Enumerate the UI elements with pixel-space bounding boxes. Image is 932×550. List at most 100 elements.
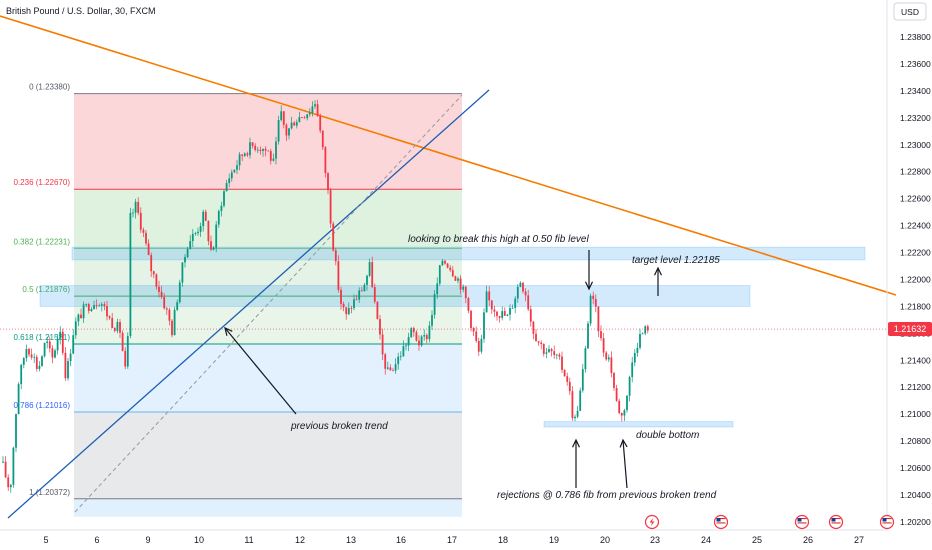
candle	[30, 348, 33, 360]
lightning-icon[interactable]	[644, 514, 660, 530]
fib-band	[74, 498, 462, 517]
fib-retracement[interactable]: 0 (1.23380) 0.236 (1.22670) 0.382 (1.22231…	[14, 83, 463, 517]
x-tick-label: 13	[346, 535, 356, 545]
annotation-break-high: looking to break this high at 0.50 fib l…	[408, 234, 589, 245]
candle	[462, 284, 465, 293]
candle	[12, 446, 15, 488]
candle	[142, 227, 145, 238]
candle	[306, 114, 309, 121]
flag-icon[interactable]	[828, 514, 844, 530]
candle	[522, 281, 524, 294]
candle	[98, 303, 101, 307]
candle	[4, 456, 7, 479]
blue-trend-line[interactable]	[7, 89, 490, 519]
currency-button[interactable]: USD	[893, 2, 927, 21]
candle	[574, 414, 576, 422]
trend-lines[interactable]	[0, 15, 897, 519]
candle	[379, 314, 381, 340]
candle	[9, 484, 12, 493]
candle	[355, 294, 358, 301]
candle	[423, 329, 426, 341]
candle	[33, 353, 36, 363]
zones	[39, 246, 866, 428]
flag-icon[interactable]	[713, 514, 729, 530]
arrow-rejection-left	[571, 438, 581, 488]
candle	[571, 386, 574, 421]
candle	[412, 326, 415, 337]
candle	[366, 274, 368, 291]
candle	[553, 345, 556, 359]
flag-icon[interactable]	[879, 514, 895, 530]
candle	[519, 281, 522, 288]
candle	[225, 179, 228, 192]
last-price-label: 1.21632	[888, 322, 932, 337]
candle	[576, 406, 579, 419]
candle	[548, 345, 550, 353]
candle	[132, 208, 134, 218]
candle	[418, 335, 420, 351]
symbol-title: British Pound / U.S. Dollar, 30, FXCM	[6, 6, 156, 16]
candle	[295, 119, 298, 129]
candle	[93, 300, 95, 310]
candle	[150, 252, 153, 277]
fib-band	[74, 412, 462, 499]
candle	[636, 342, 639, 357]
candle	[15, 413, 17, 453]
candle	[160, 285, 163, 299]
candle	[368, 258, 371, 277]
candle	[126, 332, 129, 369]
candle	[301, 116, 303, 119]
fib-level-label: 0.618 (1.21521)	[14, 333, 71, 342]
candle	[319, 113, 322, 134]
last-price-badge	[888, 322, 932, 337]
y-tick-label: 1.20800	[900, 436, 931, 446]
time-axis[interactable]: 5 6 9 10 11 12 13 16 17 18 19 20 23 24 25 26 27	[0, 529, 887, 545]
candle	[631, 356, 634, 383]
candle	[54, 348, 56, 359]
candle	[95, 299, 98, 310]
candle	[410, 327, 413, 338]
candle	[480, 334, 483, 354]
candle	[176, 299, 179, 312]
candle	[217, 209, 220, 228]
candle	[267, 150, 270, 152]
double-bottom-zone	[543, 421, 734, 428]
candle	[129, 207, 132, 339]
candle	[376, 301, 379, 320]
arrows	[224, 250, 663, 489]
candle	[516, 284, 519, 303]
candle	[290, 116, 293, 130]
candle	[342, 301, 345, 312]
candle	[51, 345, 54, 364]
candle	[472, 327, 475, 337]
candle	[584, 345, 587, 373]
candle	[82, 301, 85, 324]
y-tick-label: 1.21000	[900, 409, 931, 419]
orange-trend-line[interactable]	[0, 15, 897, 296]
candles[interactable]	[2, 99, 649, 493]
candle	[475, 326, 478, 343]
candle	[22, 357, 25, 369]
annotation-rejections: rejections @ 0.786 fib from previous bro…	[497, 490, 717, 501]
candle	[116, 318, 119, 334]
annotation-target: target level 1.22185	[632, 255, 720, 266]
flag-icon[interactable]	[794, 514, 810, 530]
candle	[2, 456, 4, 464]
x-tick-label: 19	[549, 535, 559, 545]
candle	[56, 334, 59, 355]
candle	[529, 305, 532, 327]
y-tick-label: 1.22000	[900, 274, 931, 284]
candle	[350, 305, 353, 314]
candle	[644, 325, 647, 336]
candle	[470, 310, 472, 332]
candle	[345, 307, 348, 320]
event-icons[interactable]	[644, 514, 895, 530]
candle	[259, 146, 262, 155]
candle	[108, 315, 111, 320]
target-zone	[71, 246, 866, 261]
candle	[490, 300, 493, 314]
candle	[405, 342, 407, 351]
candle	[41, 354, 43, 368]
candle	[615, 384, 618, 402]
